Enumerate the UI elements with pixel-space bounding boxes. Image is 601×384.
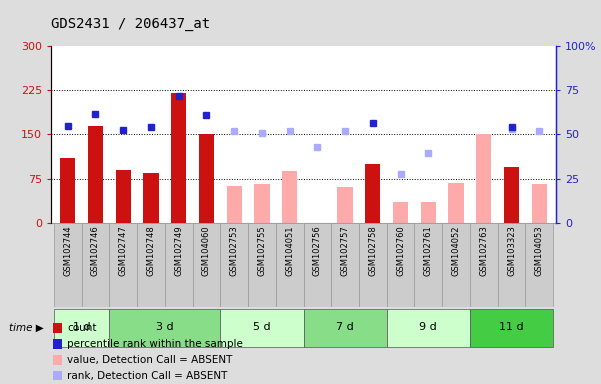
Text: 7 d: 7 d: [336, 323, 354, 333]
Bar: [54, 310, 109, 347]
Bar: [386, 223, 415, 307]
Text: percentile rank within the sample: percentile rank within the sample: [67, 339, 243, 349]
Bar: [470, 310, 553, 347]
Bar: [338, 187, 353, 223]
Bar: [221, 223, 248, 307]
Bar: [276, 223, 304, 307]
Text: 1 d: 1 d: [73, 323, 90, 333]
Bar: [331, 223, 359, 307]
Text: GSM104053: GSM104053: [535, 225, 544, 276]
Text: GSM102763: GSM102763: [480, 225, 488, 276]
Text: 5 d: 5 d: [253, 323, 270, 333]
Text: 11 d: 11 d: [499, 323, 524, 333]
Bar: [143, 173, 159, 223]
Bar: [415, 223, 442, 307]
Text: value, Detection Call = ABSENT: value, Detection Call = ABSENT: [67, 355, 233, 365]
Bar: [532, 184, 547, 223]
Text: GDS2431 / 206437_at: GDS2431 / 206437_at: [51, 17, 210, 31]
Text: GSM104060: GSM104060: [202, 225, 211, 276]
Bar: [476, 134, 492, 223]
Text: GSM102757: GSM102757: [341, 225, 350, 276]
Text: 9 d: 9 d: [419, 323, 437, 333]
Text: GSM102749: GSM102749: [174, 225, 183, 276]
Bar: [171, 93, 186, 223]
Bar: [365, 164, 380, 223]
Bar: [53, 323, 63, 333]
Bar: [109, 223, 137, 307]
Text: GSM104052: GSM104052: [451, 225, 460, 276]
Text: GSM102747: GSM102747: [119, 225, 127, 276]
Bar: [53, 371, 63, 381]
Bar: [199, 134, 214, 223]
Bar: [421, 202, 436, 223]
Text: GSM102761: GSM102761: [424, 225, 433, 276]
Bar: [359, 223, 386, 307]
Text: 3 d: 3 d: [156, 323, 174, 333]
Text: GSM102748: GSM102748: [147, 225, 156, 276]
Bar: [448, 183, 464, 223]
Bar: [504, 167, 519, 223]
Bar: [88, 126, 103, 223]
Bar: [442, 223, 470, 307]
Text: GSM102756: GSM102756: [313, 225, 322, 276]
Bar: [53, 355, 63, 365]
Bar: [221, 310, 304, 347]
Bar: [498, 223, 525, 307]
Text: GSM102760: GSM102760: [396, 225, 405, 276]
Text: count: count: [67, 323, 97, 333]
Text: GSM102755: GSM102755: [257, 225, 266, 276]
Bar: [54, 223, 82, 307]
Bar: [192, 223, 221, 307]
Bar: [227, 185, 242, 223]
Bar: [137, 223, 165, 307]
Bar: [248, 223, 276, 307]
Text: GSM104051: GSM104051: [285, 225, 294, 276]
Text: GSM102758: GSM102758: [368, 225, 377, 276]
Bar: [525, 223, 553, 307]
Text: GSM102753: GSM102753: [230, 225, 239, 276]
Bar: [165, 223, 192, 307]
Bar: [386, 310, 470, 347]
Text: rank, Detection Call = ABSENT: rank, Detection Call = ABSENT: [67, 371, 227, 381]
Text: GSM102744: GSM102744: [63, 225, 72, 276]
Bar: [60, 158, 75, 223]
Bar: [254, 184, 269, 223]
Bar: [82, 223, 109, 307]
Bar: [109, 310, 221, 347]
Bar: [470, 223, 498, 307]
Bar: [53, 339, 63, 349]
Text: GSM103323: GSM103323: [507, 225, 516, 276]
Bar: [304, 310, 386, 347]
Bar: [282, 171, 297, 223]
Text: time ▶: time ▶: [8, 323, 43, 333]
Bar: [304, 223, 331, 307]
Text: GSM102746: GSM102746: [91, 225, 100, 276]
Bar: [115, 170, 131, 223]
Bar: [393, 202, 408, 223]
